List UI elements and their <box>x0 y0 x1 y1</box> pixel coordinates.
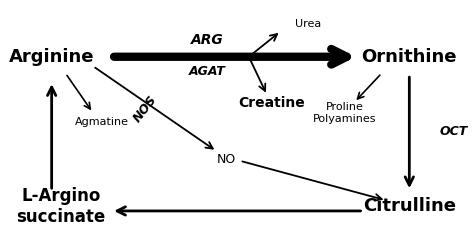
Text: Ornithine: Ornithine <box>362 48 457 66</box>
Text: Creatine: Creatine <box>238 97 305 110</box>
Text: Citrulline: Citrulline <box>363 197 456 215</box>
Text: Urea: Urea <box>295 19 321 29</box>
Text: ARG: ARG <box>191 33 224 47</box>
Text: Agmatine: Agmatine <box>75 117 129 127</box>
Text: AGAT: AGAT <box>189 65 226 78</box>
Text: Arginine: Arginine <box>9 48 94 66</box>
Text: OCT: OCT <box>439 125 467 138</box>
Text: Proline
Polyamines: Proline Polyamines <box>313 102 377 124</box>
Text: NOS: NOS <box>131 94 160 125</box>
Text: NO: NO <box>216 153 236 166</box>
Text: L-Argino
succinate: L-Argino succinate <box>16 187 105 226</box>
